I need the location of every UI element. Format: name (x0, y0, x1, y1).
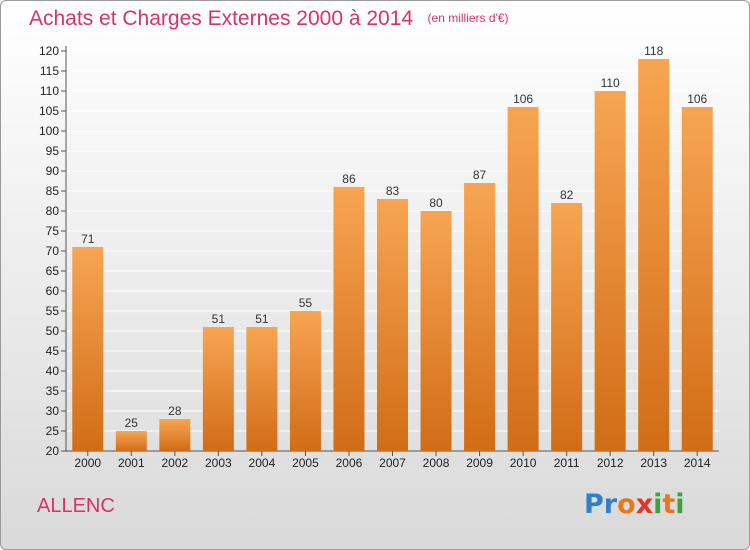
x-tick-label: 2006 (336, 456, 363, 470)
y-tick-label: 40 (46, 364, 60, 378)
data-label: 80 (429, 196, 443, 210)
bar-2001 (115, 431, 147, 451)
x-tick-label: 2012 (597, 456, 624, 470)
data-label: 51 (255, 312, 269, 326)
x-tick-label: 2014 (684, 456, 711, 470)
y-tick-label: 95 (46, 144, 60, 158)
x-tick-label: 2013 (640, 456, 667, 470)
brand-letter: t (662, 489, 676, 520)
chart-title: Achats et Charges Externes 2000 à 2014 (29, 7, 414, 30)
bar-2002 (159, 419, 191, 451)
x-tick-label: 2005 (292, 456, 319, 470)
bar-2005 (289, 311, 321, 451)
y-tick-label: 80 (46, 204, 60, 218)
bar-2012 (594, 91, 626, 451)
chart-subtitle: (en milliers d'€) (427, 11, 509, 25)
bar-2004 (246, 327, 278, 451)
y-tick-label: 75 (46, 224, 60, 238)
bar-2014 (681, 107, 713, 451)
y-tick-label: 45 (46, 344, 60, 358)
data-label: 118 (644, 44, 663, 58)
data-label: 106 (513, 92, 533, 106)
y-tick-label: 70 (46, 244, 60, 258)
brand-letter: o (617, 489, 636, 520)
y-tick-label: 25 (46, 424, 60, 438)
bar-2000 (72, 247, 104, 451)
bar-2007 (377, 199, 408, 451)
x-tick-label: 2008 (423, 456, 450, 470)
x-tick-label: 2004 (249, 456, 276, 470)
data-label: 71 (81, 232, 95, 246)
bar-2003 (202, 327, 234, 451)
data-label: 110 (601, 76, 620, 90)
data-label: 55 (299, 296, 313, 310)
bar-2010 (507, 107, 539, 451)
y-tick-label: 50 (46, 324, 60, 338)
y-tick-label: 120 (39, 44, 59, 58)
bar-2006 (333, 187, 365, 451)
brand-letter: i (653, 489, 663, 520)
x-tick-label: 2003 (205, 456, 232, 470)
data-label: 82 (560, 188, 574, 202)
y-tick-label: 60 (46, 284, 60, 298)
x-tick-label: 2001 (118, 456, 145, 470)
x-tick-label: 2007 (379, 456, 406, 470)
town-name: ALLENC (37, 495, 115, 517)
title-row: Achats et Charges Externes 2000 à 2014 (… (29, 7, 509, 31)
y-tick-label: 65 (46, 264, 60, 278)
y-tick-label: 85 (46, 184, 60, 198)
x-tick-label: 2010 (510, 456, 537, 470)
data-label: 87 (473, 168, 487, 182)
bar-2013 (638, 59, 670, 451)
brand-letter: x (635, 489, 654, 520)
y-tick-label: 110 (40, 84, 59, 98)
brand-logo[interactable]: Proxiti (584, 489, 685, 520)
data-label: 51 (212, 312, 226, 326)
y-tick-label: 100 (39, 124, 59, 138)
y-tick-label: 35 (46, 384, 60, 398)
y-tick-label: 115 (40, 64, 59, 78)
bar-2009 (464, 183, 496, 451)
y-tick-label: 20 (46, 444, 60, 458)
bar-2008 (420, 211, 452, 451)
y-tick-label: 105 (39, 104, 59, 118)
bar-2011 (551, 203, 583, 451)
y-tick-label: 30 (46, 404, 60, 418)
data-label: 28 (168, 404, 182, 418)
data-label: 83 (386, 184, 400, 198)
data-label: 86 (342, 172, 356, 186)
y-tick-label: 90 (46, 164, 60, 178)
brand-letter: r (603, 489, 618, 520)
x-tick-label: 2011 (554, 456, 580, 470)
labels: 20 25 30 35 40 45 50 55 60 65 70 75 80 85 90 95 100 105 11… (39, 44, 711, 470)
x-tick-label: 2000 (74, 456, 101, 470)
bars (72, 59, 713, 451)
data-label: 25 (125, 416, 139, 430)
x-tick-label: 2002 (161, 456, 188, 470)
data-label: 106 (687, 92, 707, 106)
brand-letter: i (675, 489, 685, 520)
y-tick-label: 55 (46, 304, 60, 318)
brand-letter: P (584, 489, 604, 520)
x-tick-label: 2009 (466, 456, 493, 470)
